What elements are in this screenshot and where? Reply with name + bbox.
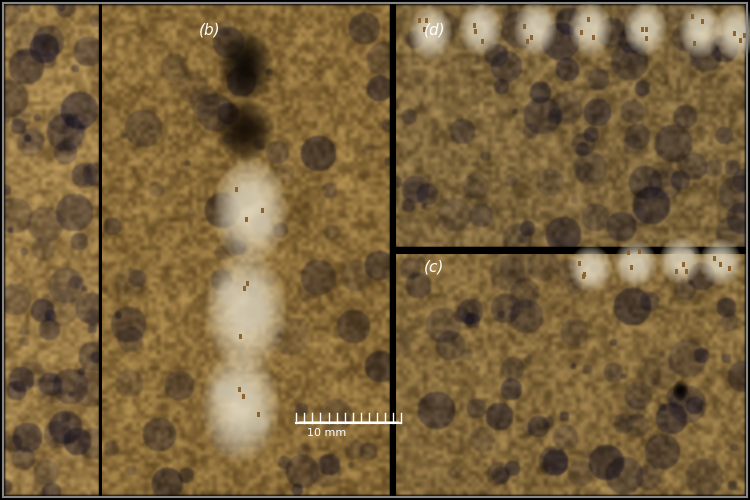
Text: (d): (d) (424, 22, 445, 38)
Text: (c): (c) (424, 260, 444, 275)
Text: 10 mm: 10 mm (307, 428, 346, 438)
Text: (b): (b) (199, 22, 220, 38)
